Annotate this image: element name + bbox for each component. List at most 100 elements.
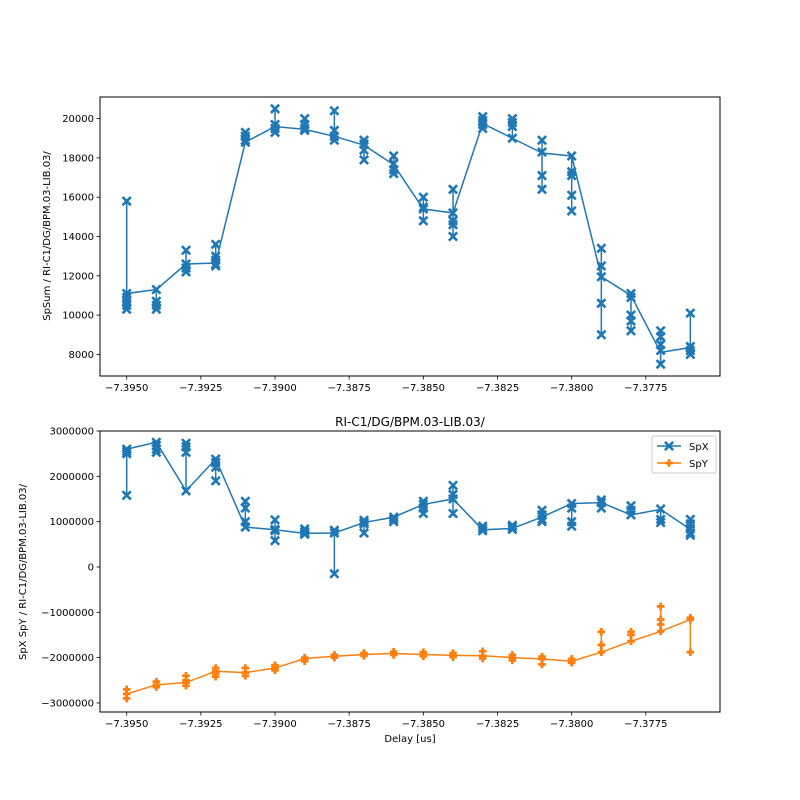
data-point — [418, 215, 429, 226]
data-point — [329, 568, 340, 579]
bottom-y-axis-label: SpX SpY / RI-C1/DG/BPM.03-LIB.03/ — [18, 483, 29, 660]
data-point — [536, 146, 548, 158]
data-point — [655, 503, 666, 514]
data-point — [477, 123, 488, 134]
data-point — [240, 135, 251, 146]
data-point — [122, 694, 131, 703]
data-point — [507, 121, 518, 132]
data-point — [655, 359, 666, 370]
data-point — [358, 527, 370, 539]
y-tick-label: 20000 — [62, 114, 94, 125]
data-point — [358, 154, 370, 165]
bottom-series-spx — [121, 437, 696, 579]
data-point — [269, 103, 281, 114]
y-tick-label: 14000 — [62, 232, 94, 243]
data-point — [477, 523, 488, 534]
top-axes: −7.3950 −7.3925 −7.3900 −7.3875 −7.3850 −7.38… — [62, 96, 721, 394]
data-point — [566, 150, 577, 161]
data-point — [418, 203, 429, 215]
data-point — [507, 524, 518, 535]
data-point — [597, 641, 606, 649]
data-point — [269, 127, 281, 138]
y-tick-label: 16000 — [62, 193, 94, 204]
y-tick-label: −2000000 — [41, 653, 94, 664]
data-point — [269, 514, 281, 525]
data-point — [447, 231, 459, 242]
data-point — [625, 315, 637, 327]
legend: SpX SpY — [651, 435, 717, 474]
data-point — [567, 658, 576, 667]
data-point — [269, 535, 281, 546]
data-point — [655, 517, 666, 528]
data-point — [358, 145, 370, 156]
data-point — [299, 529, 310, 540]
data-point — [596, 329, 607, 340]
data-point — [180, 266, 192, 277]
x-tick-label: −7.3925 — [179, 383, 222, 394]
data-point — [655, 331, 666, 342]
data-point — [566, 503, 577, 514]
data-point — [151, 447, 162, 458]
x-tick-label: −7.3825 — [476, 719, 519, 730]
x-tick-label: −7.3850 — [402, 719, 445, 730]
y-tick-label: −1000000 — [41, 608, 94, 619]
data-point — [627, 631, 635, 639]
data-point — [299, 123, 310, 134]
x-tick-label: −7.3875 — [327, 383, 370, 394]
data-point — [329, 105, 340, 116]
data-point — [447, 207, 459, 218]
x-axis-label: Delay [us] — [384, 734, 435, 745]
data-point — [538, 660, 546, 669]
data-point — [596, 271, 607, 282]
data-point — [180, 485, 192, 496]
data-point — [299, 125, 310, 136]
data-point — [388, 514, 399, 525]
x-tick-label: −7.3825 — [476, 383, 519, 394]
data-point — [656, 620, 665, 629]
data-point — [447, 480, 459, 491]
legend-label-spy: SpY — [689, 459, 709, 470]
data-point — [625, 292, 637, 303]
data-point — [566, 205, 577, 216]
y-tick-label: 18000 — [62, 153, 94, 164]
data-point — [686, 615, 695, 624]
data-point — [300, 657, 309, 666]
bottom-axes: −7.3950 −7.3925 −7.3900 −7.3875 −7.3850 −7.38… — [41, 427, 721, 730]
data-point — [240, 503, 251, 514]
data-point — [536, 184, 548, 195]
data-point — [596, 260, 607, 272]
data-point — [478, 654, 487, 663]
data-point — [121, 196, 132, 207]
y-tick-label: 1000000 — [49, 517, 94, 528]
data-point — [388, 516, 399, 527]
data-point — [121, 490, 132, 501]
data-point — [151, 284, 162, 295]
data-point — [329, 135, 340, 146]
data-point — [210, 462, 221, 473]
data-point — [685, 308, 696, 319]
data-point — [418, 508, 429, 519]
data-point — [210, 260, 221, 272]
data-point — [536, 514, 548, 525]
data-point — [240, 496, 251, 507]
data-point — [507, 133, 518, 144]
legend-marker-spy — [665, 459, 673, 467]
data-point — [388, 150, 399, 161]
data-point — [447, 184, 459, 195]
x-tick-label: −7.3775 — [624, 383, 667, 394]
data-point — [210, 475, 221, 486]
top-y-axis-label: SpSum / RI-C1/DG/BPM.03-LIB.03/ — [42, 151, 53, 321]
x-tick-label: −7.3850 — [402, 383, 445, 394]
data-point — [388, 168, 399, 179]
data-point — [360, 652, 368, 660]
data-point — [447, 493, 459, 505]
y-tick-label: −3000000 — [41, 698, 94, 709]
data-point — [477, 525, 488, 536]
data-point — [507, 522, 518, 533]
x-tick-label: −7.3950 — [105, 383, 148, 394]
data-point — [685, 527, 696, 539]
data-point — [418, 192, 429, 203]
data-point — [625, 325, 637, 336]
data-point — [152, 683, 161, 691]
data-point — [240, 522, 251, 533]
